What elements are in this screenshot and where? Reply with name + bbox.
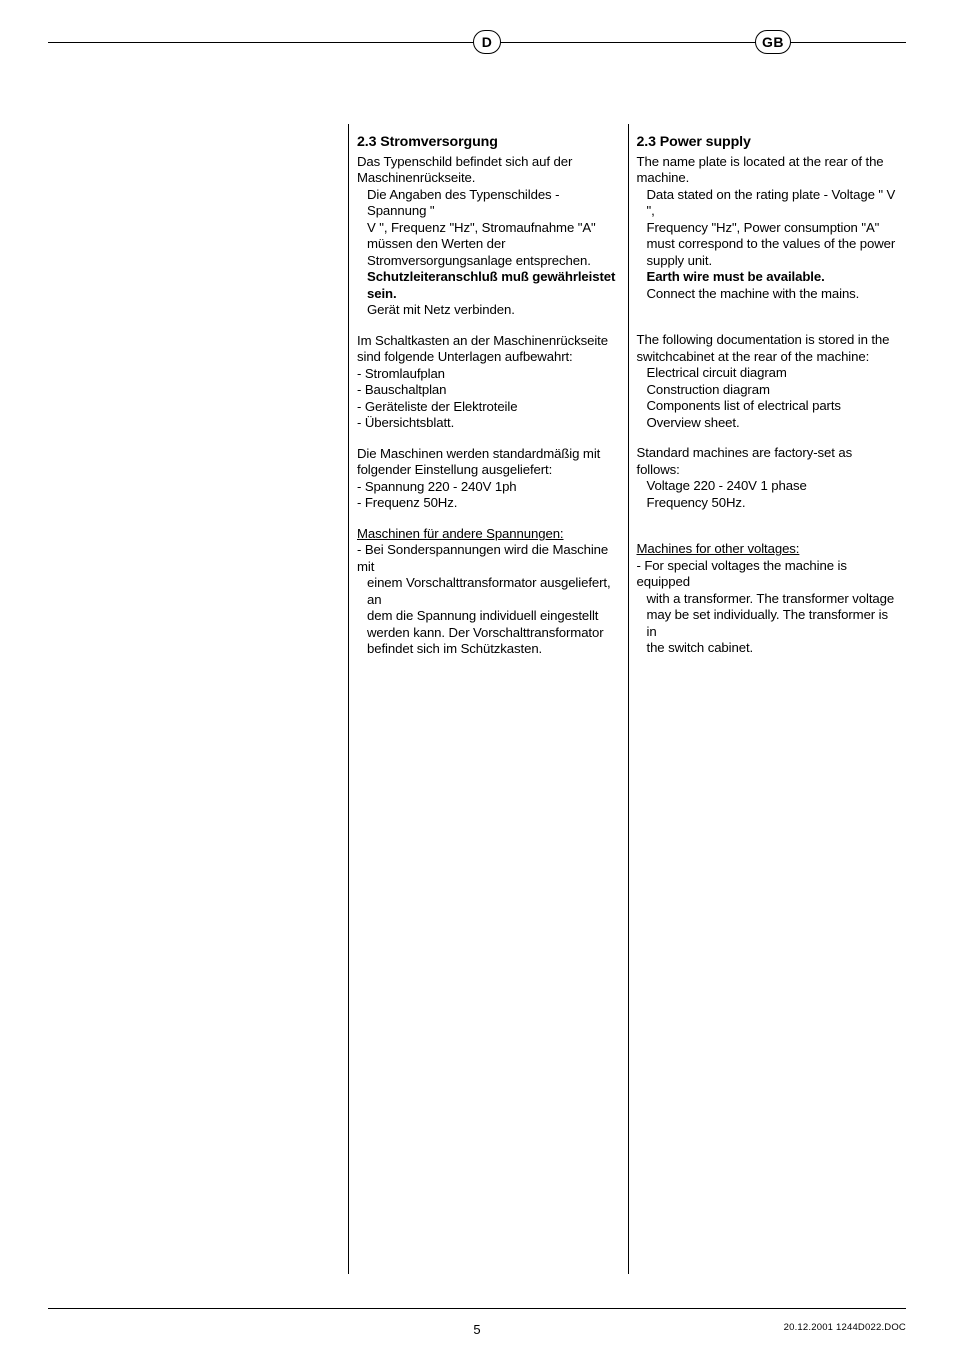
text-line: Die Maschinen werden standardmäßig mit: [357, 446, 620, 463]
text-line: machine.: [637, 170, 899, 187]
list-item: Construction diagram: [637, 382, 899, 399]
list-item: Electrical circuit diagram: [637, 365, 899, 382]
text-line-bold: Schutzleiteranschluß muß gewährleistet: [357, 269, 620, 286]
rule-left: [48, 42, 348, 43]
text-line: the switch cabinet.: [637, 640, 899, 657]
text-line: befindet sich im Schützkasten.: [357, 641, 620, 658]
text-line: Im Schaltkasten an der Maschinenrückseit…: [357, 333, 620, 350]
content-columns: 2.3 Stromversorgung Das Typenschild befi…: [348, 124, 906, 1274]
text-line-bold: Earth wire must be available.: [637, 269, 899, 286]
de-block-3: Die Maschinen werden standardmäßig mit f…: [357, 446, 620, 512]
lang-badge-d: D: [473, 30, 501, 54]
en-block-1: The name plate is located at the rear of…: [637, 154, 899, 303]
text-line: folgender Einstellung ausgeliefert:: [357, 462, 620, 479]
subheading-underline: Machines for other voltages:: [637, 541, 899, 558]
text-line: - Bei Sonderspannungen wird die Maschine…: [357, 542, 620, 575]
text-line: Gerät mit Netz verbinden.: [357, 302, 620, 319]
text-line: Data stated on the rating plate - Voltag…: [637, 187, 899, 220]
footer-rule: [48, 1308, 906, 1309]
list-item: - Frequenz 50Hz.: [357, 495, 620, 512]
text-line: must correspond to the values of the pow…: [637, 236, 899, 253]
column-en: 2.3 Power supply The name plate is locat…: [628, 124, 907, 1274]
de-block-2: Im Schaltkasten an der Maschinenrückseit…: [357, 333, 620, 432]
en-block-2: The following documentation is stored in…: [637, 332, 899, 431]
text-line-bold: sein.: [357, 286, 620, 303]
text-line: The following documentation is stored in…: [637, 332, 899, 349]
text-line: Standard machines are factory-set as fol…: [637, 445, 899, 478]
text-line: The name plate is located at the rear of…: [637, 154, 899, 171]
list-item: Voltage 220 - 240V 1 phase: [637, 478, 899, 495]
list-item: - Stromlaufplan: [357, 366, 620, 383]
header-rules: D GB: [48, 34, 906, 62]
text-line: Maschinenrückseite.: [357, 170, 620, 187]
text-line: may be set individually. The transformer…: [637, 607, 899, 640]
subheading-underline: Maschinen für andere Spannungen:: [357, 526, 620, 543]
list-item: Overview sheet.: [637, 415, 899, 432]
heading-en: 2.3 Power supply: [637, 134, 899, 152]
list-item: - Übersichtsblatt.: [357, 415, 620, 432]
page: D GB 2.3 Stromversorgung Das Typenschild…: [0, 0, 954, 1351]
list-item: - Geräteliste der Elektroteile: [357, 399, 620, 416]
list-item: - Bauschaltplan: [357, 382, 620, 399]
list-item: Components list of electrical parts: [637, 398, 899, 415]
text-line: Stromversorgungsanlage entsprechen.: [357, 253, 620, 270]
de-block-4: Maschinen für andere Spannungen: - Bei S…: [357, 526, 620, 658]
footer: 5 20.12.2001 1244D022.DOC: [48, 1322, 906, 1333]
en-block-4: Machines for other voltages: - For speci…: [637, 541, 899, 657]
column-de: 2.3 Stromversorgung Das Typenschild befi…: [349, 124, 628, 1274]
lang-badge-gb: GB: [755, 30, 791, 54]
text-line: switchcabinet at the rear of the machine…: [637, 349, 899, 366]
text-line: Connect the machine with the mains.: [637, 286, 899, 303]
text-line: müssen den Werten der: [357, 236, 620, 253]
text-line: - For special voltages the machine is eq…: [637, 558, 899, 591]
text-line: V ", Frequenz "Hz", Stromaufnahme "A": [357, 220, 620, 237]
page-number: 5: [473, 1322, 480, 1337]
list-item: Frequency 50Hz.: [637, 495, 899, 512]
text-line: supply unit.: [637, 253, 899, 270]
text-line: Das Typenschild befindet sich auf der: [357, 154, 620, 171]
doc-id: 20.12.2001 1244D022.DOC: [784, 1322, 906, 1333]
text-line: werden kann. Der Vorschalttransformator: [357, 625, 620, 642]
text-line: with a transformer. The transformer volt…: [637, 591, 899, 608]
rule-right: [348, 42, 906, 43]
text-line: dem die Spannung individuell eingestellt: [357, 608, 620, 625]
text-line: sind folgende Unterlagen aufbewahrt:: [357, 349, 620, 366]
de-block-1: Das Typenschild befindet sich auf der Ma…: [357, 154, 620, 319]
text-line: Die Angaben des Typenschildes - Spannung…: [357, 187, 620, 220]
text-line: Frequency "Hz", Power consumption "A": [637, 220, 899, 237]
heading-de: 2.3 Stromversorgung: [357, 134, 620, 152]
list-item: - Spannung 220 - 240V 1ph: [357, 479, 620, 496]
en-block-3: Standard machines are factory-set as fol…: [637, 445, 899, 511]
text-line: einem Vorschalttransformator ausgeliefer…: [357, 575, 620, 608]
